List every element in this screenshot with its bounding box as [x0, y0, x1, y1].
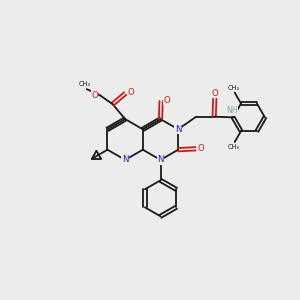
Text: O: O — [127, 88, 134, 97]
Text: CH₃: CH₃ — [227, 85, 239, 91]
Text: CH₃: CH₃ — [78, 81, 90, 87]
Text: O: O — [198, 144, 204, 153]
Text: N: N — [175, 125, 181, 134]
Text: N: N — [122, 155, 128, 164]
Text: NH: NH — [226, 106, 238, 115]
Text: N: N — [157, 155, 164, 164]
Text: O: O — [212, 89, 219, 98]
Text: O: O — [163, 96, 170, 105]
Text: CH₃: CH₃ — [227, 144, 239, 150]
Text: O: O — [91, 91, 98, 100]
